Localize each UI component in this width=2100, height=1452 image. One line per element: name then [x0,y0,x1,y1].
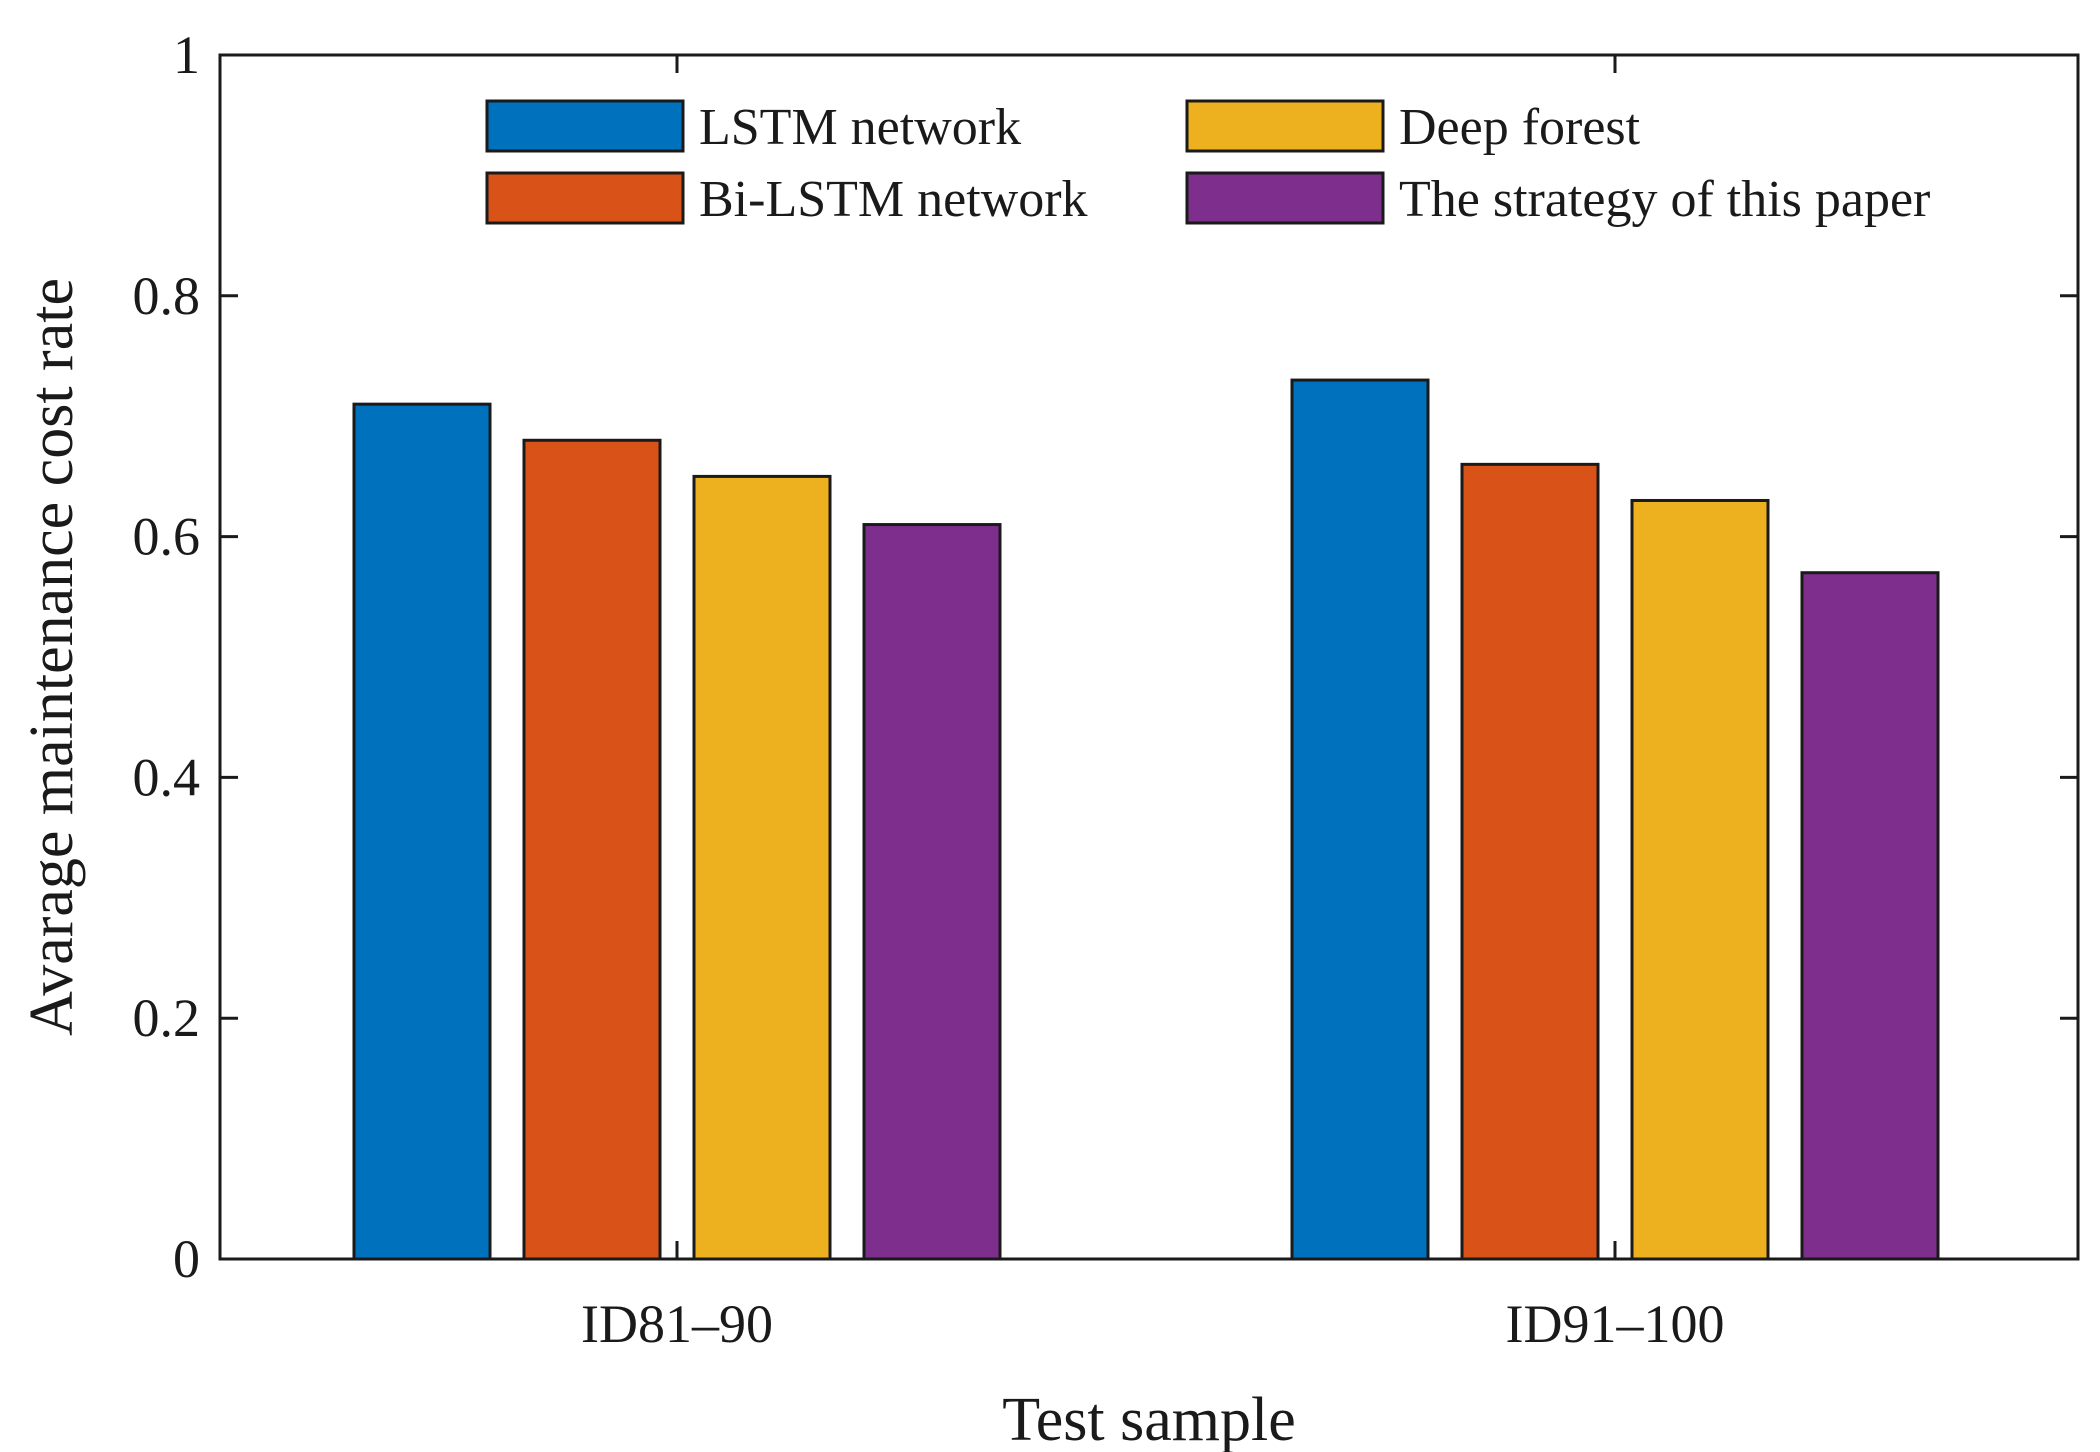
legend: LSTM network Bi-LSTM network Deep forest Th… [485,99,1930,228]
y-tick-label: 0.8 [133,266,201,326]
legend-swatch [485,99,685,153]
legend-swatch [485,171,685,225]
bar-4-1 [862,523,1002,1261]
y-tick-label: 0.4 [133,747,201,807]
y-tick-label: 1 [173,25,200,85]
legend-item: Bi-LSTM network [485,171,1088,228]
plot-frame [218,53,2080,1261]
bar-1-2 [1290,378,1430,1261]
legend-item: The strategy of this paper [1185,171,1930,228]
x-tick-label: ID81–90 [581,1294,773,1354]
y-axis-title: Avarage maintenance cost rate [18,278,86,1036]
y-tick-label: 0.2 [133,988,201,1048]
bar-2-2 [1460,462,1600,1261]
bar-1-1 [352,402,492,1261]
y-tick-label: 0 [173,1229,200,1289]
legend-item: LSTM network [485,99,1021,156]
ticks-layer: 0 0.2 0.4 0.6 0.8 1 ID81–90 ID91–100 [133,25,2078,1354]
legend-swatch [1185,171,1385,225]
bar-2-1 [522,438,662,1261]
bar-3-2 [1630,498,1770,1261]
legend-label: The strategy of this paper [1399,171,1930,228]
legend-swatch [1185,99,1385,153]
y-tick-label: 0.6 [133,507,201,567]
bars-layer [352,378,1940,1261]
bar-3-1 [692,474,832,1261]
bar-4-2 [1800,571,1940,1261]
x-axis-title: Test sample [1002,1386,1296,1452]
legend-label: Bi-LSTM network [699,171,1088,228]
legend-label: LSTM network [699,99,1021,156]
x-tick-label: ID91–100 [1506,1294,1725,1354]
legend-item: Deep forest [1185,99,1641,156]
legend-label: Deep forest [1399,99,1641,156]
